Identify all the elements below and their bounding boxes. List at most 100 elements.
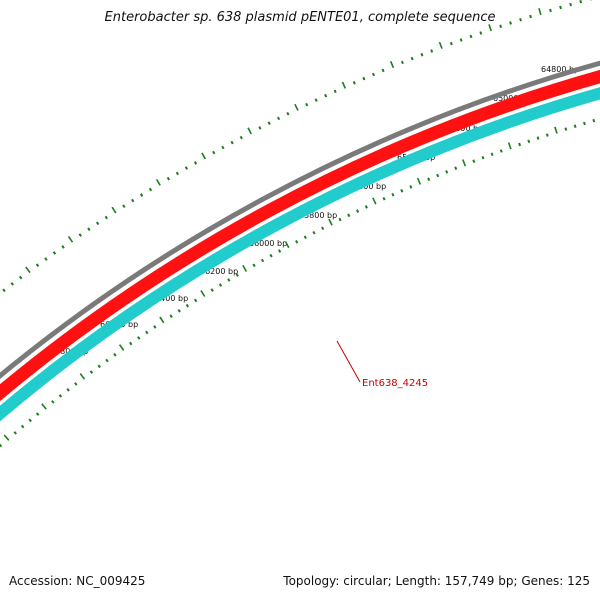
ruler-minor-tick [78,233,82,237]
ruler-minor-tick [145,330,149,335]
ruler-minor-tick [583,121,586,126]
ruler-minor-tick [449,41,453,46]
ruler-minor-tick [61,245,65,249]
ruler-major-tick [328,218,333,226]
ruler-minor-tick [169,314,173,319]
ruler-major-tick [389,60,395,69]
ruler-minor-tick [569,2,572,7]
ruler-minor-tick [355,209,360,213]
ruler-minor-tick [258,126,262,130]
ruler-minor-tick [436,173,440,178]
ruler-minor-tick [490,152,494,157]
ruler-label: 65600 bp [348,182,386,191]
ruler-minor-tick [333,89,337,94]
ruler-major-tick [200,290,206,297]
ruler-minor-tick [362,76,366,81]
gene-label-leader [336,340,361,383]
ruler-major-tick [438,41,443,49]
ruler-minor-tick [347,213,351,218]
ruler-minor-tick [122,204,126,208]
ruler-minor-tick [193,161,198,165]
ruler-minor-tick [352,81,356,85]
ruler-minor-tick [95,221,100,226]
ruler-major-tick [111,206,117,214]
ruler-minor-tick [529,14,532,19]
ruler-minor-tick [139,193,144,197]
ruler-minor-tick [481,155,485,160]
ruler-minor-tick [536,136,540,140]
ruler-minor-tick [410,56,414,61]
ruler-minor-tick [13,431,17,435]
ruler-major-tick [201,152,206,160]
ruler-minor-tick [277,116,281,121]
ruler-label: 64800 bp [541,65,579,74]
ruler-minor-tick [573,124,577,128]
ruler-minor-tick [252,263,256,268]
ruler-minor-tick [445,170,449,174]
inner-ruler [0,118,596,448]
ruler-minor-tick [230,140,234,145]
ruler-minor-tick [305,102,309,107]
ruler-label: 66400 bp [150,294,188,303]
map-title: Enterobacter sp. 638 plasmid pENTE01, co… [104,10,496,25]
backbone-ring [0,60,600,380]
ruler-minor-tick [303,235,307,240]
ruler-minor-tick [104,215,108,220]
ruler-major-tick [372,197,377,205]
ruler-label: 65200 bp [445,124,483,133]
ruler-minor-tick [549,8,552,13]
ruler-minor-tick [185,303,190,308]
ruler-minor-tick [10,282,14,286]
ruler-minor-tick [400,189,404,193]
ruler-minor-tick [409,185,413,189]
ruler-major-tick [538,7,542,16]
ruler-minor-tick [267,121,271,125]
ruler-minor-tick [321,226,325,231]
ruler-minor-tick [58,394,63,398]
ruler-major-tick [242,265,248,272]
ruler-major-tick [41,403,47,410]
ruler-minor-tick [51,400,55,404]
ruler-minor-tick [28,418,32,423]
ruler-minor-tick [105,358,109,363]
ruler-major-tick [554,126,558,134]
ruler-minor-tick [420,52,424,57]
ruler-major-tick [488,24,492,32]
ruler-minor-tick [479,31,483,35]
ruler-minor-tick [338,217,342,222]
ruler-minor-tick [260,258,265,263]
ruler-major-tick [462,159,467,167]
ruler-minor-tick [210,288,214,292]
ruler-minor-tick [564,127,568,131]
ruler-minor-tick [235,273,239,277]
ruler-minor-tick [218,283,223,287]
ruler-minor-tick [391,192,395,197]
ruler-major-tick [25,266,31,274]
ruler-minor-tick [371,72,376,77]
ruler-minor-tick [427,177,431,182]
ruler-major-tick [294,103,299,111]
ruler-minor-tick [295,240,299,244]
ruler-minor-tick [454,166,458,170]
ruler-minor-tick [312,230,316,235]
ruler-minor-tick [221,145,225,150]
ruler-major-tick [507,142,512,150]
ruler-label: 66000 bp [249,239,287,248]
ruler-minor-tick [499,24,503,28]
ruler-minor-tick [509,21,512,25]
ruler-minor-tick [148,187,153,192]
gene-label: Ent638_4245 [362,378,428,389]
ruler-minor-tick [518,142,522,147]
ruler-minor-tick [177,309,181,313]
ruler-minor-tick [286,111,290,116]
ruler-minor-tick [519,18,522,22]
ruler-minor-tick [239,135,243,140]
ruler-minor-tick [527,139,531,144]
ruler-minor-tick [166,176,171,181]
ruler-label: 66200 bp [200,267,238,276]
summary-text: Topology: circular; Length: 157,749 bp; … [283,574,590,588]
ruler-minor-tick [74,382,78,386]
ruler-minor-tick [0,443,3,448]
ruler-major-tick [3,434,10,441]
